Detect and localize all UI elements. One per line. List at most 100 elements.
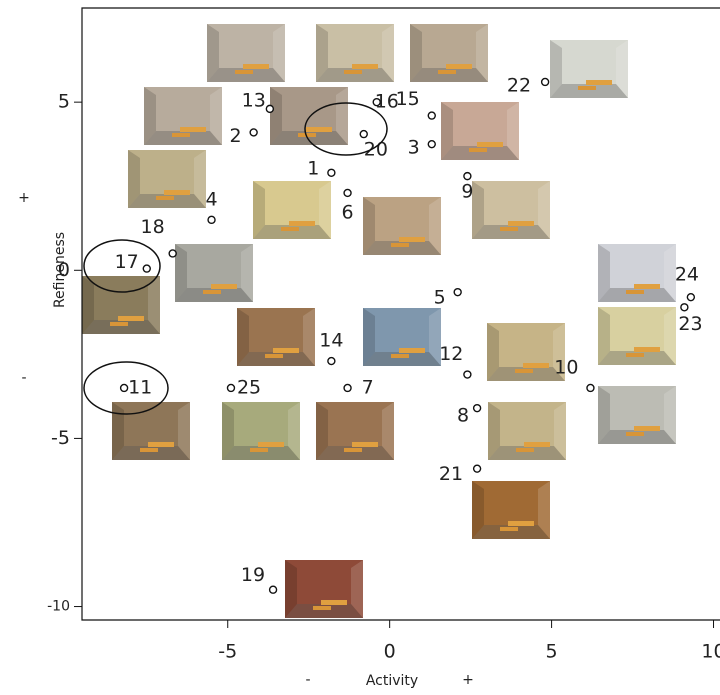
thumbnail [207, 24, 285, 82]
point-label: 24 [675, 264, 699, 286]
axis-sign: - [21, 370, 26, 386]
table [477, 142, 503, 147]
table [626, 353, 644, 357]
data-point [249, 128, 258, 137]
data-point [372, 97, 381, 107]
data-point [586, 383, 595, 393]
table [626, 290, 644, 294]
table [344, 70, 362, 74]
table [243, 64, 269, 69]
floor [222, 446, 300, 460]
point-label: 2 [230, 125, 242, 147]
table [391, 354, 409, 358]
thumbnail [410, 24, 488, 82]
thumbnail [144, 87, 222, 145]
point-label: 14 [319, 330, 343, 352]
y-tick-label: -5 [51, 427, 70, 449]
floor [598, 430, 676, 444]
table [164, 190, 190, 195]
floor [472, 225, 550, 239]
point-label: 25 [237, 376, 261, 398]
table [634, 426, 660, 431]
table [140, 448, 158, 452]
table [469, 148, 487, 152]
thumbnail [285, 560, 363, 618]
point-label: 8 [457, 405, 469, 427]
point-label: 12 [439, 343, 463, 365]
table [399, 237, 425, 242]
side-wall [410, 24, 422, 82]
side-wall [148, 276, 160, 334]
point-label: 11 [128, 376, 152, 398]
side-wall [429, 308, 441, 366]
thumbnail [112, 402, 190, 460]
side-wall [363, 197, 375, 255]
table [391, 243, 409, 247]
floor [128, 194, 206, 208]
table [626, 432, 644, 436]
data-point [686, 292, 696, 302]
data-point [463, 171, 472, 181]
data-point [265, 104, 275, 114]
side-wall [351, 560, 363, 618]
y-tick-label: -10 [47, 599, 70, 615]
table [500, 227, 518, 231]
side-wall [472, 181, 484, 239]
table [273, 348, 299, 353]
side-wall [253, 181, 265, 239]
thumbnails [82, 24, 676, 618]
table [148, 442, 174, 447]
point-label: 17 [115, 251, 139, 273]
side-wall [316, 24, 328, 82]
x-tick-label: 0 [384, 641, 396, 663]
side-wall [303, 308, 315, 366]
floor [270, 131, 348, 145]
data-point [427, 139, 436, 149]
floor [363, 352, 441, 366]
table [344, 448, 362, 452]
data-point [343, 383, 352, 393]
floor [82, 320, 160, 334]
side-wall [363, 308, 375, 366]
table [524, 442, 550, 447]
data-point [343, 188, 352, 198]
thumbnail [550, 40, 628, 98]
side-wall [553, 323, 565, 381]
floor [487, 367, 565, 381]
table [500, 527, 518, 531]
floor [550, 84, 628, 98]
side-wall [178, 402, 190, 460]
point-label: 4 [206, 188, 218, 210]
table [180, 127, 206, 132]
thumbnail [253, 181, 331, 239]
side-wall [507, 102, 519, 160]
table [118, 316, 144, 321]
side-wall [598, 386, 610, 444]
side-wall [144, 87, 156, 145]
floor [207, 68, 285, 82]
thumbnail [175, 244, 253, 302]
point-label: 20 [364, 139, 388, 161]
point-label: 10 [554, 356, 578, 378]
side-wall [664, 307, 676, 365]
side-wall [270, 87, 282, 145]
side-wall [128, 150, 140, 208]
data-point [427, 111, 436, 120]
thumbnail [488, 402, 566, 460]
floor [598, 351, 676, 365]
table [250, 448, 268, 452]
floor [253, 225, 331, 239]
x-axis-label: Activity [366, 673, 418, 689]
side-wall [112, 402, 124, 460]
side-wall [175, 244, 187, 302]
data-point [119, 383, 129, 393]
side-wall [598, 244, 610, 302]
highlight [83, 361, 169, 415]
side-wall [194, 150, 206, 208]
side-wall [316, 402, 328, 460]
point-label: 18 [140, 216, 164, 238]
side-wall [664, 386, 676, 444]
table [258, 442, 284, 447]
point-label: 15 [396, 88, 420, 110]
table [110, 322, 128, 326]
